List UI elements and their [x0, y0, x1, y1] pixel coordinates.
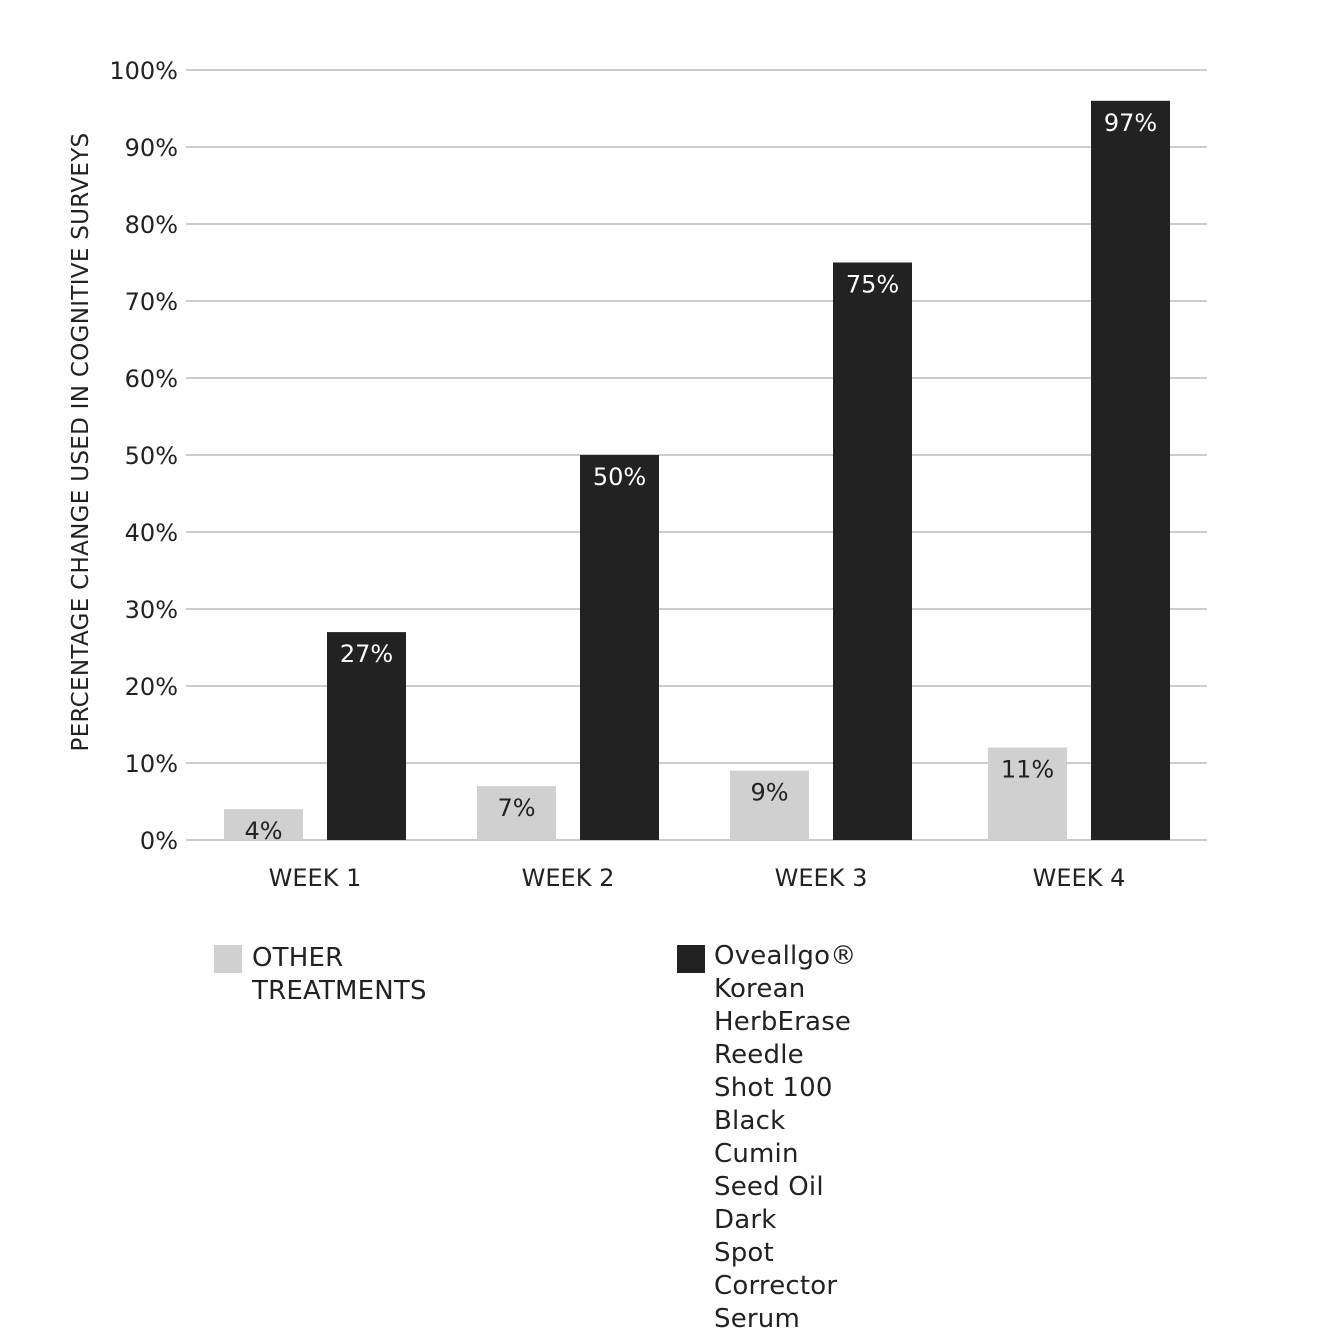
- legend-swatch-product: [677, 945, 705, 973]
- legend-label-other-treatments: OTHER TREATMENTS: [252, 943, 427, 1006]
- y-tick-label: 30%: [125, 596, 178, 624]
- bar-value-label: 50%: [593, 463, 646, 491]
- y-tick-label: 70%: [125, 288, 178, 316]
- x-tick-label: WEEK 2: [522, 864, 615, 892]
- bar-value-label: 9%: [750, 779, 788, 807]
- x-axis-ticks: WEEK 1 WEEK 2 WEEK 3 WEEK 4: [269, 864, 1126, 892]
- bar-product: [580, 455, 659, 840]
- bar-chart: 0% 10% 20% 30% 40% 50% 60% 70% 80% 90% 100% 4% 27% 7…: [68, 57, 1207, 892]
- bar-value-label: 11%: [1001, 756, 1054, 784]
- bar-value-label: 27%: [340, 640, 393, 668]
- y-tick-label: 100%: [109, 57, 178, 85]
- bar-value-label: 4%: [244, 817, 282, 845]
- bar-other-treatments: [477, 786, 556, 840]
- bar-other-treatments: [988, 747, 1067, 840]
- y-tick-label: 50%: [125, 442, 178, 470]
- y-tick-label: 0%: [140, 827, 178, 855]
- legend-swatch-other-treatments: [214, 945, 242, 973]
- bar-other-treatments: [730, 770, 809, 840]
- bar-value-label: 75%: [846, 271, 899, 299]
- bars: [224, 100, 1170, 841]
- x-tick-label: WEEK 3: [775, 864, 868, 892]
- legend-label-product: Oveallgo® Korean HerbErase Reedle Shot 1…: [714, 941, 857, 1334]
- bar-product: [1091, 100, 1170, 841]
- y-tick-label: 90%: [125, 134, 178, 162]
- bar-value-labels: 4% 27% 7% 50% 9% 75% 11% 97%: [244, 109, 1157, 845]
- bar-value-label: 97%: [1104, 109, 1157, 137]
- y-tick-label: 80%: [125, 211, 178, 239]
- bar-value-label: 7%: [497, 794, 535, 822]
- y-axis-ticks: 0% 10% 20% 30% 40% 50% 60% 70% 80% 90% 100%: [109, 57, 178, 855]
- y-axis-label: PERCENTAGE CHANGE USED IN COGNITIVE SURV…: [68, 133, 94, 752]
- y-tick-label: 10%: [125, 750, 178, 778]
- x-tick-label: WEEK 4: [1033, 864, 1126, 892]
- x-tick-label: WEEK 1: [269, 864, 362, 892]
- bar-product: [833, 262, 912, 840]
- bar-other-treatments: [224, 809, 303, 840]
- bar-product: [327, 632, 406, 840]
- y-tick-label: 20%: [125, 673, 178, 701]
- y-tick-label: 60%: [125, 365, 178, 393]
- y-tick-label: 40%: [125, 519, 178, 547]
